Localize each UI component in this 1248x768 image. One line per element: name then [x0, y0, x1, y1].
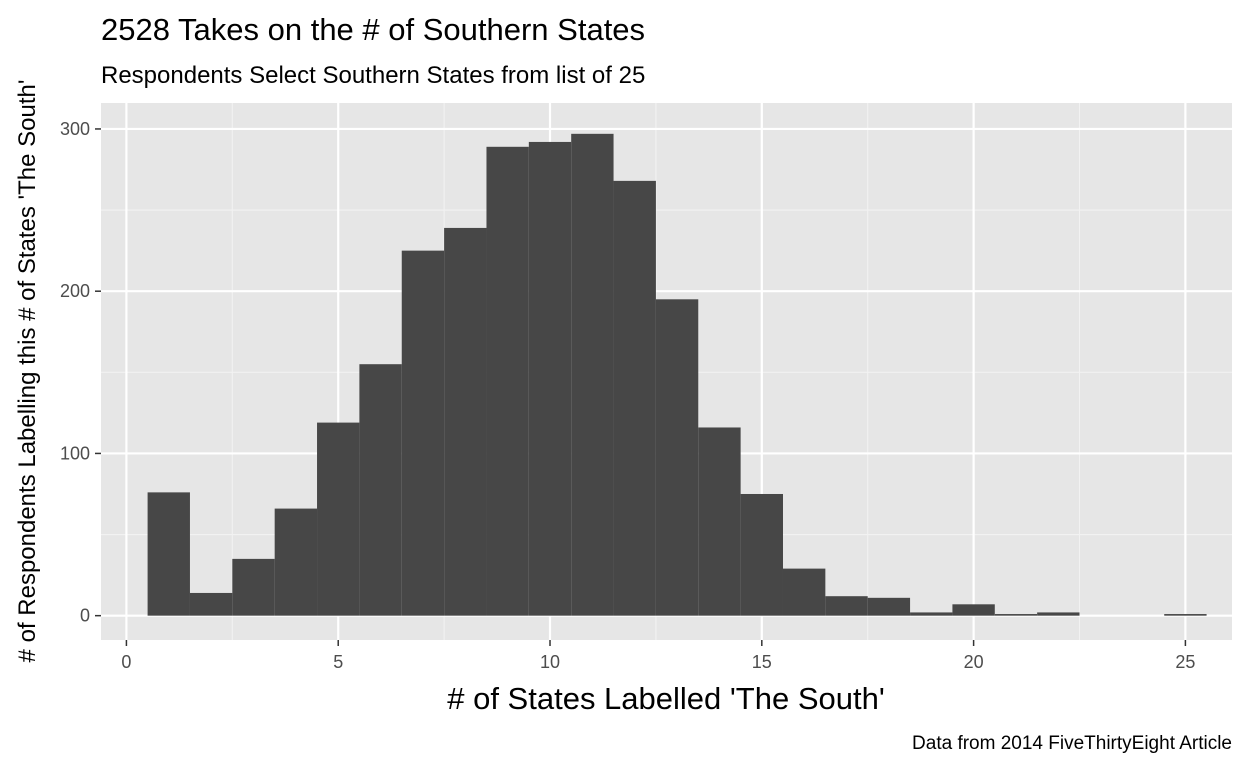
y-tick-label: 100 [60, 443, 90, 463]
histogram-bar [571, 133, 614, 616]
histogram-bar [867, 597, 911, 616]
histogram-bar [613, 180, 656, 616]
x-tick-label: 0 [121, 652, 131, 672]
histogram-bar [444, 227, 487, 616]
histogram-bars [147, 133, 1207, 616]
x-tick-label: 10 [540, 652, 560, 672]
chart-caption: Data from 2014 FiveThirtyEight Article [912, 733, 1232, 754]
axis-ticks [95, 128, 1187, 646]
histogram-bar [486, 146, 529, 616]
histogram-bar [1164, 614, 1207, 616]
histogram-bar [274, 508, 318, 616]
histogram-bar [317, 422, 360, 616]
histogram-bar [910, 612, 953, 616]
histogram-bar [401, 250, 445, 616]
histogram-bar [232, 558, 275, 616]
histogram-bar [147, 492, 190, 616]
histogram-bar [1037, 612, 1080, 616]
histogram-bar [782, 568, 826, 616]
x-tick-label: 15 [752, 652, 772, 672]
histogram-bar [655, 299, 699, 616]
y-tick-label: 0 [80, 606, 90, 626]
histogram-bar [994, 614, 1038, 616]
histogram-bar [528, 141, 572, 616]
axis-tick-labels: 0 5 10 15 20 25 0 100 200 300 [60, 119, 1195, 672]
histogram-bar [740, 493, 783, 616]
x-tick-label: 20 [964, 652, 984, 672]
y-tick-label: 200 [60, 281, 90, 301]
histogram-bar [952, 604, 995, 616]
x-tick-label: 25 [1175, 652, 1195, 672]
histogram-bar [189, 592, 233, 616]
x-axis-title: # of States Labelled 'The South' [447, 681, 885, 716]
chart-title: 2528 Takes on the # of Southern States [101, 12, 645, 47]
histogram-bar [359, 364, 402, 616]
chart-subtitle: Respondents Select Southern States from … [101, 62, 645, 89]
y-axis-title: # of Respondents Labelling this # of Sta… [14, 80, 41, 663]
x-tick-label: 5 [333, 652, 343, 672]
y-tick-label: 300 [60, 119, 90, 139]
histogram-bar [698, 427, 741, 616]
histogram-bar [825, 596, 868, 616]
